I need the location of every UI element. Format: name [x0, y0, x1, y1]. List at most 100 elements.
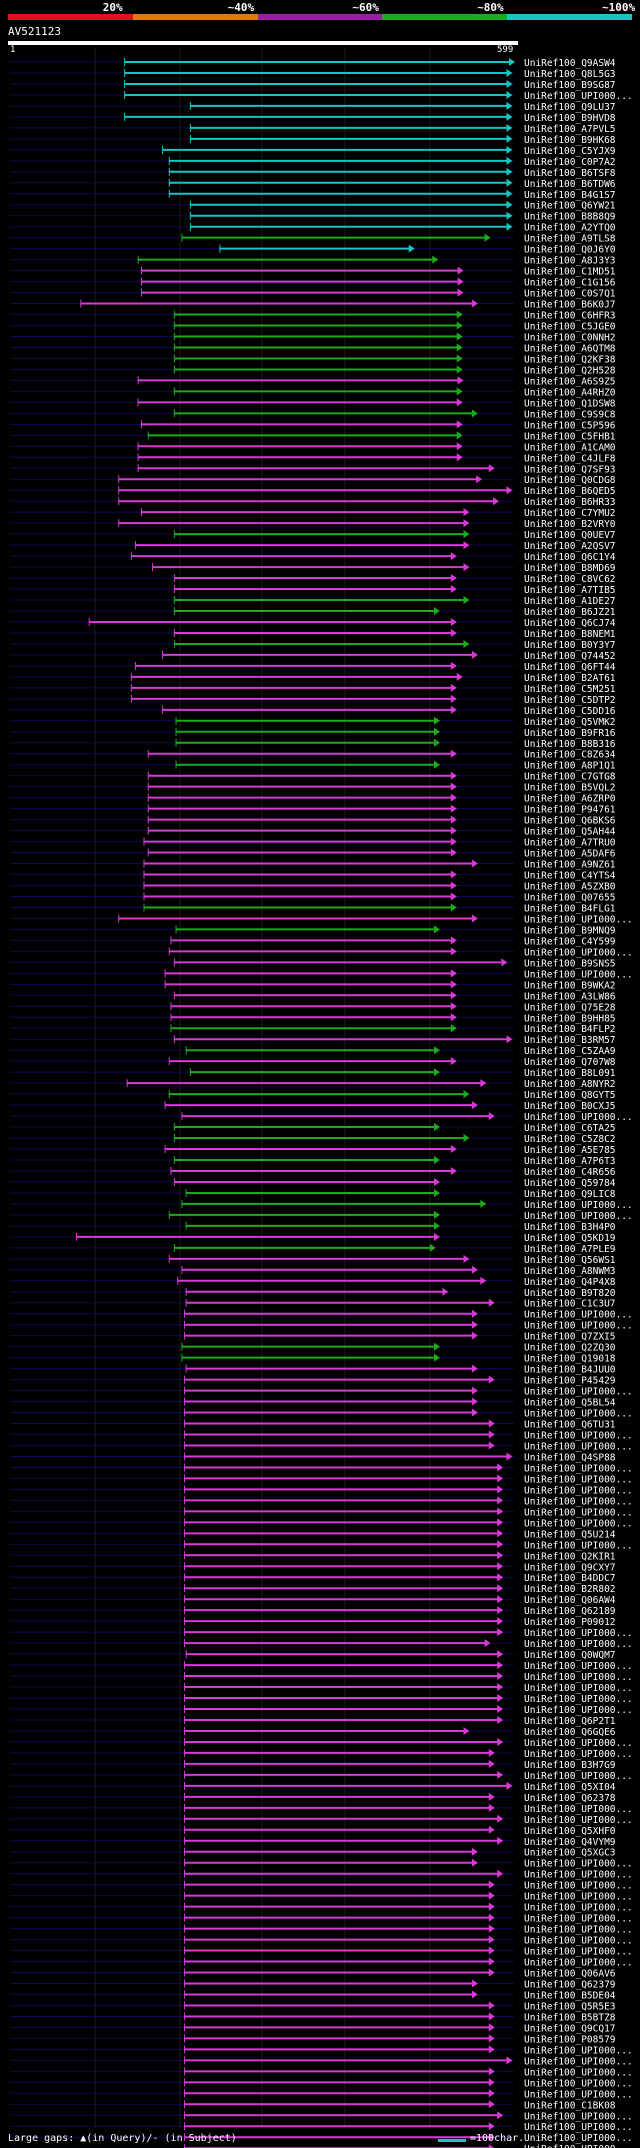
- hit-label: UniRef100_A5ZXB0: [524, 882, 616, 893]
- hit-arrow: [433, 716, 440, 725]
- hit-arrow: [450, 1057, 457, 1066]
- hit-label: UniRef100_B9MNQ9: [524, 925, 616, 936]
- hit-label: UniRef100_C5P596: [524, 420, 616, 431]
- hit-label: UniRef100_B2R802: [524, 1584, 616, 1595]
- hit-arrow: [484, 1639, 491, 1648]
- hit-label: UniRef100_Q8GYT5: [524, 1090, 616, 1101]
- hit-arrow: [488, 1935, 495, 1944]
- hit-label: UniRef100_B9HVD8: [524, 113, 616, 124]
- hit-arrow: [471, 650, 478, 659]
- hit-label: UniRef100_UPI000...: [524, 2078, 633, 2089]
- hit-arrow: [497, 1650, 504, 1659]
- hit-label: UniRef100_UPI000...: [524, 1683, 633, 1694]
- hit-arrow: [488, 1759, 495, 1768]
- hit-label: UniRef100_Q0CDG8: [524, 475, 616, 486]
- hit-arrow: [488, 1419, 495, 1428]
- hit-label: UniRef100_UPI000...: [524, 1409, 633, 1420]
- hit-label: UniRef100_C4YTS4: [524, 871, 616, 882]
- hit-arrow: [497, 1573, 504, 1582]
- hit-label: UniRef100_Q5XHF0: [524, 1826, 616, 1837]
- hit-label: UniRef100_UPI000...: [524, 1892, 633, 1903]
- hit-arrow: [506, 79, 513, 88]
- hit-arrow: [492, 497, 499, 506]
- hit-arrow: [506, 2056, 513, 2065]
- hit-label: UniRef100_B4DDC7: [524, 1573, 616, 1584]
- hit-label: UniRef100_C5M251: [524, 684, 616, 695]
- hit-label: UniRef100_Q07655: [524, 892, 616, 903]
- hit-label: UniRef100_C8VC62: [524, 574, 616, 585]
- hit-label: UniRef100_UPI000...: [524, 1804, 633, 1815]
- hit-arrow: [456, 387, 463, 396]
- hit-arrow: [488, 1968, 495, 1977]
- hit-label: UniRef100_Q6BKS6: [524, 816, 616, 827]
- hit-arrow: [450, 771, 457, 780]
- hit-label: UniRef100_Q9CXY7: [524, 1562, 616, 1573]
- hit-arrow: [456, 310, 463, 319]
- hit-arrow: [433, 727, 440, 736]
- hit-label: UniRef100_UPI000...: [524, 969, 633, 980]
- hit-label: UniRef100_UPI000...: [524, 1211, 633, 1222]
- hit-label: UniRef100_B9T820: [524, 1288, 616, 1299]
- hit-arrow: [488, 1880, 495, 1889]
- hit-arrow: [497, 1705, 504, 1713]
- hit-label: UniRef100_C1C3U7: [524, 1299, 616, 1310]
- hit-arrow: [456, 442, 463, 451]
- hit-arrow: [506, 101, 513, 110]
- hit-arrow: [497, 1518, 504, 1527]
- hit-label: UniRef100_Q5BL54: [524, 1398, 616, 1409]
- hit-label: UniRef100_B3H4P0: [524, 1222, 616, 1233]
- hit-arrow: [480, 1199, 487, 1208]
- hit-arrow: [457, 376, 464, 385]
- hit-label: UniRef100_UPI000...: [524, 1310, 633, 1321]
- hit-label: UniRef100_UPI000...: [524, 2067, 633, 2078]
- hit-label: UniRef100_Q9ASW4: [524, 58, 616, 69]
- hit-label: UniRef100_C8Z634: [524, 750, 616, 761]
- hit-label: UniRef100_UPI000...: [524, 1540, 633, 1551]
- hit-arrow: [506, 112, 513, 121]
- hit-label: UniRef100_UPI000...: [524, 2045, 633, 2056]
- hit-label: UniRef100_B6HR33: [524, 497, 616, 508]
- hit-arrow: [433, 925, 440, 934]
- hit-label: UniRef100_C5Z8C2: [524, 1134, 616, 1145]
- hit-arrow: [463, 596, 470, 605]
- hit-arrow: [488, 1792, 495, 1801]
- hit-arrow: [450, 826, 457, 835]
- hit-label: UniRef100_UPI000...: [524, 1936, 633, 1947]
- hit-arrow: [488, 1441, 495, 1450]
- hit-arrow: [433, 1210, 440, 1219]
- hit-arrow: [471, 1331, 478, 1340]
- hit-label: UniRef100_B9HH85: [524, 1013, 616, 1024]
- hit-label: UniRef100_A5DAF6: [524, 849, 616, 860]
- hit-arrow: [506, 1452, 513, 1461]
- hit-arrow: [488, 1430, 495, 1439]
- hit-label: UniRef100_Q5XGC3: [524, 1848, 616, 1859]
- hit-label: UniRef100_B6JZ21: [524, 607, 616, 618]
- hit-arrow: [480, 1079, 487, 1088]
- hit-label: UniRef100_Q7SF93: [524, 464, 616, 475]
- hit-label: UniRef100_B5VQL2: [524, 783, 616, 794]
- hit-arrow: [506, 189, 513, 198]
- query-bar: [8, 41, 518, 45]
- hit-label: UniRef100_Q59784: [524, 1178, 616, 1189]
- hit-label: UniRef100_B3RM57: [524, 1035, 616, 1046]
- hit-label: UniRef100_A6ZRP0: [524, 794, 616, 805]
- hit-arrow: [488, 2133, 495, 2142]
- hit-arrow: [450, 628, 457, 637]
- hit-label: UniRef100_C4R656: [524, 1167, 616, 1178]
- hit-arrow: [506, 178, 513, 187]
- hit-arrow: [488, 1924, 495, 1933]
- hit-arrow: [497, 1770, 504, 1779]
- hit-label: UniRef100_Q9LIC8: [524, 1189, 616, 1200]
- footer: Large gaps: ▲(in Query)/- (in Subject) =…: [8, 2133, 632, 2147]
- hit-label: UniRef100_Q2KIR1: [524, 1551, 616, 1562]
- hit-label: UniRef100_A9NZ61: [524, 860, 616, 871]
- hit-arrow: [506, 145, 513, 154]
- hit-arrow: [433, 1232, 440, 1241]
- hit-label: UniRef100_A5E785: [524, 1145, 616, 1156]
- hit-label: UniRef100_Q5VMK2: [524, 717, 616, 728]
- hit-label: UniRef100_C7GTG8: [524, 772, 616, 783]
- hit-label: UniRef100_B9FR16: [524, 728, 616, 739]
- legend-label: 20%: [102, 1, 123, 14]
- hit-arrow: [488, 2067, 495, 2076]
- hit-label: UniRef100_Q1DSW8: [524, 398, 616, 409]
